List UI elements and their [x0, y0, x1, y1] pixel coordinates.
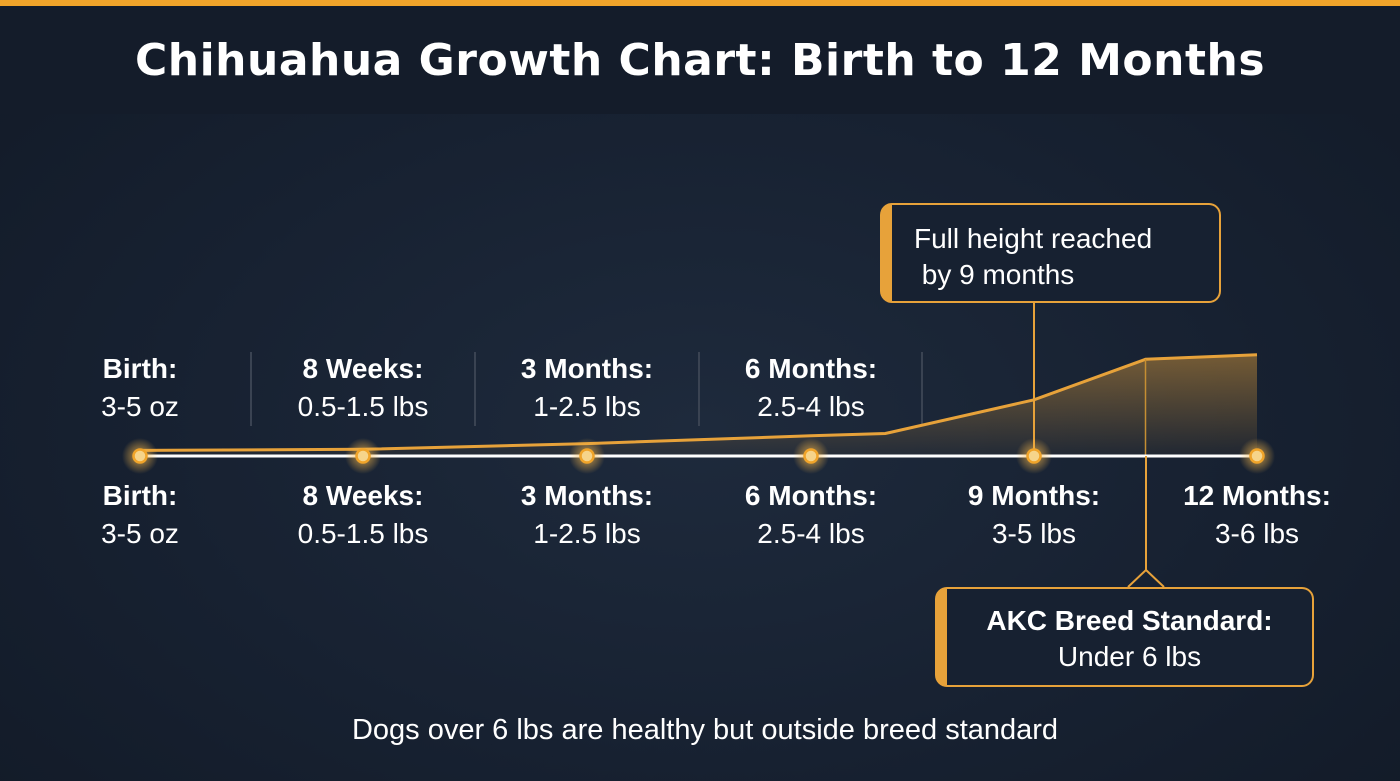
milestone-label: 6 Months: 2.5-4 lbs	[711, 477, 911, 553]
upper-milestone-label: 6 Months: 2.5-4 lbs	[711, 350, 911, 426]
milestone-label-value: 0.5-1.5 lbs	[297, 518, 429, 549]
milestone-label-value: 3-5 oz	[101, 518, 179, 549]
milestone-point	[1249, 448, 1265, 464]
full-height-callout-text: Full height reached by 9 months	[914, 223, 1153, 290]
page-title: Chihuahua Growth Chart: Birth to 12 Mont…	[134, 34, 1266, 86]
milestone-label-title: 12 Months:	[1183, 480, 1331, 511]
milestone-label-title: 9 Months:	[967, 480, 1101, 511]
milestone-label: 3 Months: 1-2.5 lbs	[487, 477, 687, 553]
upper-milestone-label-title: 6 Months:	[744, 353, 878, 384]
bottom-callout-connector-right	[1145, 569, 1165, 588]
upper-milestone-label-value: 1-2.5 lbs	[533, 391, 641, 422]
milestone-point	[132, 448, 148, 464]
growth-curve	[139, 353, 1258, 452]
milestone-label-value: 1-2.5 lbs	[533, 518, 641, 549]
milestone-label-title: Birth:	[102, 480, 178, 511]
header: Chihuahua Growth Chart: Birth to 12 Mont…	[0, 6, 1400, 114]
upper-milestone-label-value: 2.5-4 lbs	[757, 391, 865, 422]
milestone-label-title: 8 Weeks:	[302, 480, 424, 511]
top-accent-bar	[0, 0, 1400, 6]
upper-label-separators	[250, 352, 923, 426]
milestone-label-value: 3-5 lbs	[991, 518, 1077, 549]
upper-milestone-label-title: Birth:	[102, 353, 178, 384]
full-height-callout: Full height reached by 9 months	[880, 203, 1221, 303]
milestone-points	[122, 438, 1275, 474]
akc-standard-value: Under 6 lbs	[1057, 641, 1202, 672]
akc-standard-title: AKC Breed Standard:	[986, 605, 1273, 636]
upper-milestone-label-value: 0.5-1.5 lbs	[297, 391, 429, 422]
milestone-label: Birth: 3-5 oz	[40, 477, 240, 553]
milestone-point	[579, 448, 595, 464]
milestone-label-title: 6 Months:	[744, 480, 878, 511]
milestone-label-value: 2.5-4 lbs	[757, 518, 865, 549]
milestone-label: 8 Weeks: 0.5-1.5 lbs	[263, 477, 463, 553]
milestone-label-title: 3 Months:	[520, 480, 654, 511]
akc-standard-callout: AKC Breed Standard: Under 6 lbs	[935, 587, 1314, 687]
milestone-point	[1026, 448, 1042, 464]
milestone-label: 12 Months: 3-6 lbs	[1157, 477, 1357, 553]
milestone-point	[355, 448, 371, 464]
milestone-point	[803, 448, 819, 464]
upper-milestone-label-value: 3-5 oz	[101, 391, 179, 422]
upper-milestone-label-title: 3 Months:	[520, 353, 654, 384]
upper-milestone-label: 8 Weeks: 0.5-1.5 lbs	[263, 350, 463, 426]
upper-milestone-label: Birth: 3-5 oz	[40, 350, 240, 426]
growth-area	[140, 354, 1257, 456]
upper-milestone-label-title: 8 Weeks:	[302, 353, 424, 384]
footnote: Dogs over 6 lbs are healthy but outside …	[351, 714, 1059, 746]
milestone-label-value: 3-6 lbs	[1214, 518, 1300, 549]
milestone-label: 9 Months: 3-5 lbs	[934, 477, 1134, 553]
upper-milestone-label: 3 Months: 1-2.5 lbs	[487, 350, 687, 426]
